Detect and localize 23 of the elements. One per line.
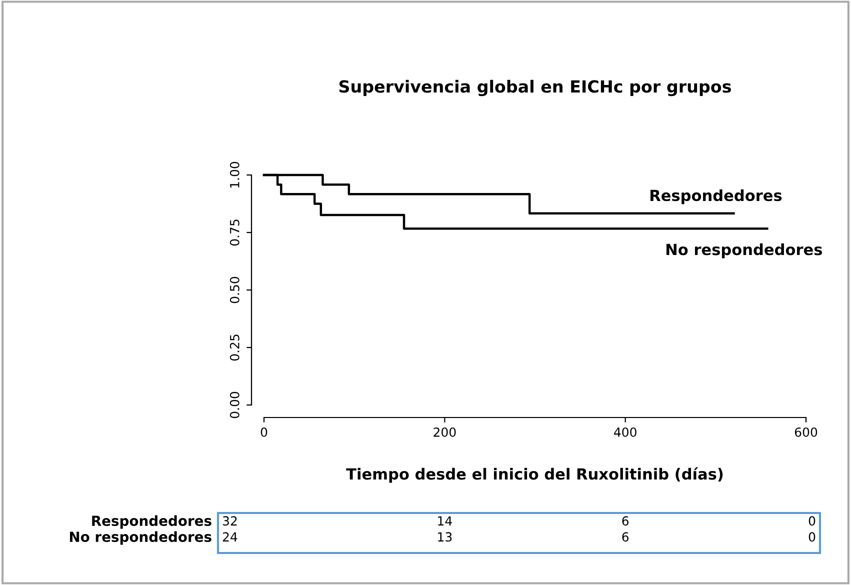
y-tick-label: 1.00: [230, 162, 240, 188]
y-tick-label: 0.50: [230, 276, 240, 304]
text: 13: [438, 532, 452, 542]
x-tick-label: 0: [260, 427, 268, 437]
x-tick-label: 600: [794, 427, 818, 437]
y-tick-label: 0.75: [230, 220, 240, 246]
text: Respondedores: [92, 515, 212, 529]
text: No respondedores: [70, 531, 212, 545]
chart-title: Supervivencia global en EICHc por grupos: [339, 80, 731, 96]
text: 0: [808, 532, 816, 542]
y-tick-label: 0.25: [230, 334, 240, 361]
series-label: Respondedores: [650, 189, 782, 204]
x-axis-title: Tiempo desde el inicio del Ruxolitinib (días): [346, 467, 723, 483]
y-tick-label: 0.00: [230, 392, 240, 418]
text: 6: [622, 516, 629, 526]
text: 24: [222, 532, 238, 542]
text: 32: [222, 516, 237, 526]
text: 14: [438, 516, 452, 526]
x-tick-label: 400: [614, 427, 636, 437]
x-tick-label: 200: [434, 427, 456, 437]
series-label: No respondedores: [666, 243, 822, 258]
text: 6: [622, 532, 629, 542]
text: 0: [808, 516, 816, 526]
